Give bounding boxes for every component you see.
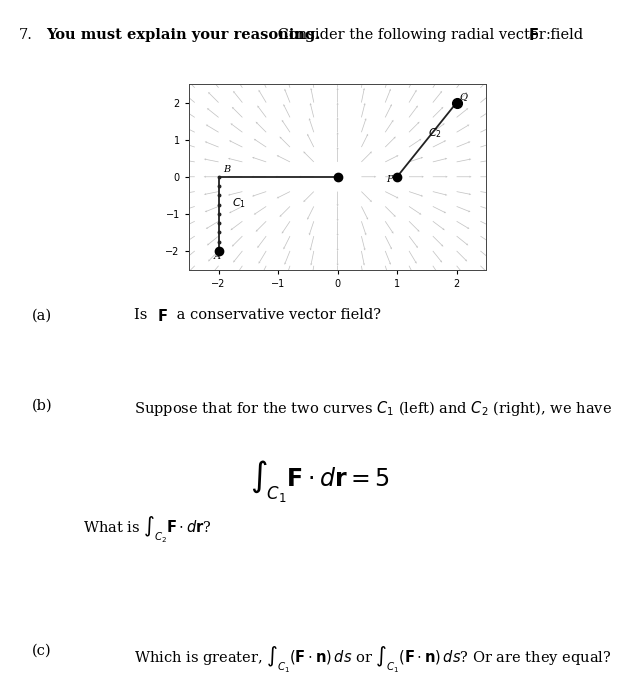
Text: $\mathbf{F}$: $\mathbf{F}$ — [157, 308, 168, 324]
Text: A: A — [214, 252, 221, 261]
Text: Is: Is — [134, 308, 152, 322]
Text: You must explain your reasoning.: You must explain your reasoning. — [46, 28, 321, 42]
Text: What is $\int_{C_2} \mathbf{F} \cdot d\mathbf{r}$?: What is $\int_{C_2} \mathbf{F} \cdot d\m… — [83, 515, 212, 545]
Text: $\int_{C_1} \mathbf{F} \cdot d\mathbf{r} = 5$: $\int_{C_1} \mathbf{F} \cdot d\mathbf{r}… — [250, 459, 390, 505]
Text: (a): (a) — [32, 308, 52, 322]
Text: Q: Q — [459, 92, 467, 101]
Text: :: : — [546, 28, 551, 42]
Text: $C_2$: $C_2$ — [428, 126, 442, 140]
Text: Consider the following radial vector field: Consider the following radial vector fie… — [273, 28, 588, 42]
Text: Which is greater, $\int_{C_1}(\mathbf{F} \cdot \mathbf{n})\, ds$ or $\int_{C_1}(: Which is greater, $\int_{C_1}(\mathbf{F}… — [134, 644, 612, 675]
Text: $\mathbf{F}$: $\mathbf{F}$ — [528, 27, 539, 43]
Text: a conservative vector field?: a conservative vector field? — [172, 308, 381, 322]
Text: (b): (b) — [32, 399, 52, 413]
Text: 7.: 7. — [19, 28, 33, 42]
Text: $C_1$: $C_1$ — [232, 197, 246, 210]
Text: B: B — [223, 165, 230, 174]
Text: (c): (c) — [32, 644, 52, 658]
Text: P: P — [387, 175, 393, 184]
Text: Suppose that for the two curves $C_1$ (left) and $C_2$ (right), we have: Suppose that for the two curves $C_1$ (l… — [134, 399, 612, 418]
